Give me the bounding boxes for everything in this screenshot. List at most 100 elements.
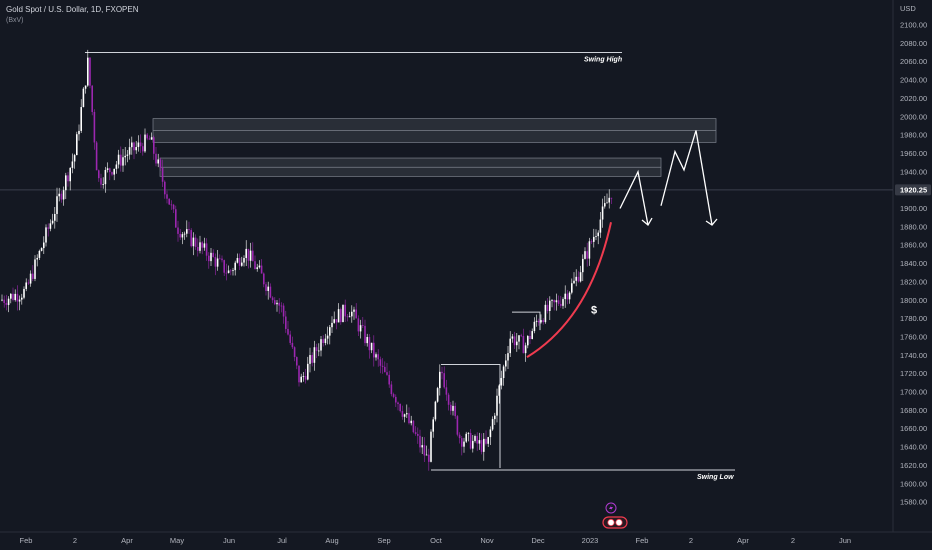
candle-body [500,378,503,386]
candle-body [485,438,487,444]
time-axis[interactable]: Feb 2 Apr May Jun Jul Aug Sep Oct Nov Dec 2023 Feb 2 A… [20,536,852,545]
candle-body [320,339,322,351]
candle-body [258,265,261,268]
candle-body [150,137,153,140]
candle-body [368,337,371,351]
price-tick-label: 1740.00 [900,351,927,360]
candle-body [212,252,214,257]
candle-body [16,293,19,302]
candle-body [555,300,558,303]
candle-body [595,236,597,237]
candle-body [599,219,602,233]
candle-body [531,331,533,340]
candle-body [357,318,360,332]
time-tick-label: Feb [20,536,33,545]
candle-body [566,293,569,300]
candle-body [461,438,463,447]
candle-body [214,256,217,267]
candle-body [597,232,599,237]
candle-body [170,204,173,206]
candle-body [254,261,256,270]
candle-body [131,142,133,148]
price-tick-label: 1700.00 [900,388,927,397]
candle-body [161,167,164,182]
candle-body [157,159,159,164]
candle-body [388,374,390,385]
parabolic-curve[interactable] [526,222,612,358]
candle-body [25,282,27,289]
candle-body [353,309,355,312]
current-price-tag: 1920.25 [895,184,931,196]
candle-body [351,311,353,317]
candle-body [208,255,210,262]
price-tick-label: 1940.00 [900,167,927,176]
dollar-marker: $ [591,304,597,316]
candle-body [45,227,47,243]
price-tick-label: 2100.00 [900,21,927,30]
candle-body [608,197,610,203]
candle-body [293,347,296,358]
candle-body [104,170,107,185]
candle-body [562,299,564,306]
candle-body [89,57,91,86]
october-range-line[interactable] [441,363,501,468]
candle-body [309,355,311,364]
candle-body [194,237,197,247]
candle-body [98,170,100,179]
candle-body [5,302,8,305]
candle-body [203,243,206,248]
candle-body [419,435,421,448]
candle-body [164,181,166,195]
candle-body [21,297,23,300]
currency-label: USD [900,4,916,13]
us-flag-icon[interactable] [602,516,628,529]
candle-body [579,272,582,282]
candle-body [494,415,496,420]
price-tick-label: 1660.00 [900,424,927,433]
candle-body [452,405,454,411]
candle-body [199,242,201,251]
candle-body [507,353,509,361]
candle-body [333,319,335,323]
candle-body [245,248,247,259]
candle-body [544,304,547,323]
candle-body [69,167,71,182]
candle-body [84,85,87,89]
candle-body [568,292,571,300]
candle-body [496,395,498,416]
candle-body [439,371,441,389]
candle-body [395,396,397,403]
candle-body [414,432,417,434]
candle-body [454,405,456,417]
candle-body [529,335,531,340]
candle-body [313,347,316,363]
projection-path-second[interactable] [660,130,713,226]
candlestick-series [1,49,613,471]
candle-body [168,198,170,205]
candle-body [564,293,566,300]
november-level-line[interactable] [512,311,541,331]
candle-body [201,242,203,248]
candle-body [551,300,553,301]
candle-body [102,184,104,185]
time-tick-label: Feb [636,536,649,545]
projection-path[interactable] [619,169,649,226]
lightning-icon[interactable] [605,502,617,514]
candle-body [480,440,483,452]
candle-body [604,203,606,207]
candle-body [324,338,327,344]
candle-body [49,223,52,229]
candle-body [450,404,452,411]
candle-body [304,376,307,380]
candle-body [560,303,562,306]
price-axis[interactable]: 2100.00 2080.00 2060.00 2040.00 2020.00 2000.… [900,21,927,507]
candle-body [133,142,135,151]
price-tick-label: 2020.00 [900,94,927,103]
candle-body [527,335,529,346]
candle-body [62,190,65,200]
candle-body [522,335,525,354]
candle-body [584,251,586,259]
candle-body [366,337,368,344]
candle-body [390,384,393,395]
